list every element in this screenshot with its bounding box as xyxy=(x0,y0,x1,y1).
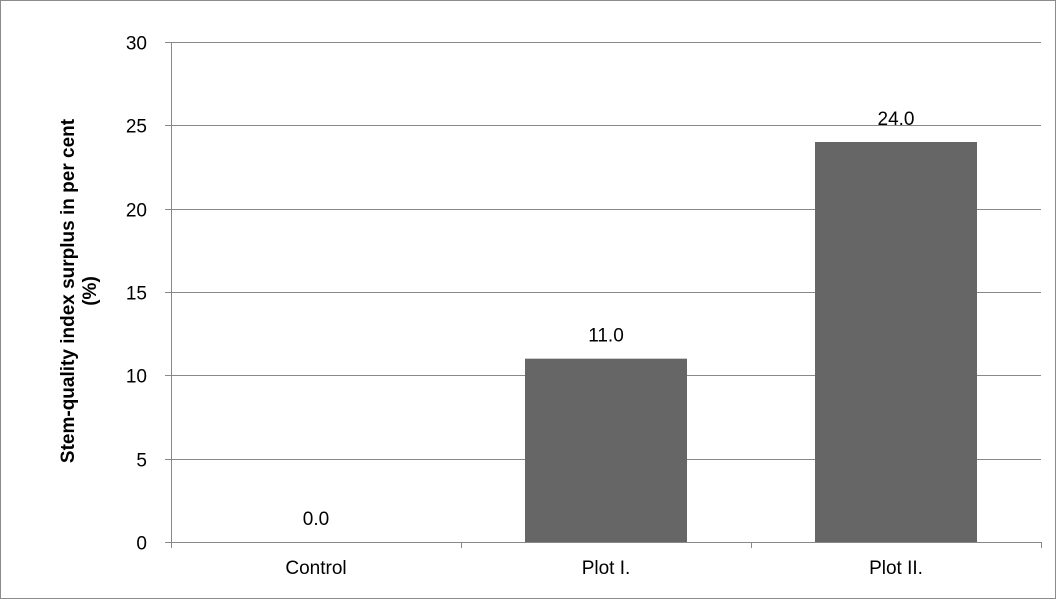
y-tick-label: 25 xyxy=(126,117,147,138)
y-tick-label: 5 xyxy=(136,451,147,472)
bars xyxy=(525,142,977,542)
axes xyxy=(165,42,1042,548)
bar-2 xyxy=(525,358,687,542)
y-tick-label: 20 xyxy=(126,201,147,222)
bar-3 xyxy=(815,142,977,542)
y-axis-title-line2: (%) xyxy=(80,276,101,306)
y-tick-label: 15 xyxy=(126,284,147,305)
y-axis-title: Stem-quality index surplus in per cent (… xyxy=(58,118,101,463)
data-label-2: 11.0 xyxy=(588,326,624,347)
x-tick-label-3: Plot II. xyxy=(869,558,923,579)
data-label-3: 24.0 xyxy=(878,109,915,130)
y-tick-label: 30 xyxy=(126,34,147,55)
y-tick-label: 10 xyxy=(126,367,147,388)
x-tick-label-2: Plot I. xyxy=(582,558,631,579)
data-label-1: 0.0 xyxy=(303,509,329,530)
y-tick-label: 0 xyxy=(136,534,147,555)
x-tick-label-1: Control xyxy=(285,558,346,579)
y-axis-title-line1: Stem-quality index surplus in per cent xyxy=(58,118,79,463)
labels: 0 5 10 15 20 25 30 0.0 Control 11.0 Plot I. 24.0 Plo… xyxy=(126,34,923,580)
